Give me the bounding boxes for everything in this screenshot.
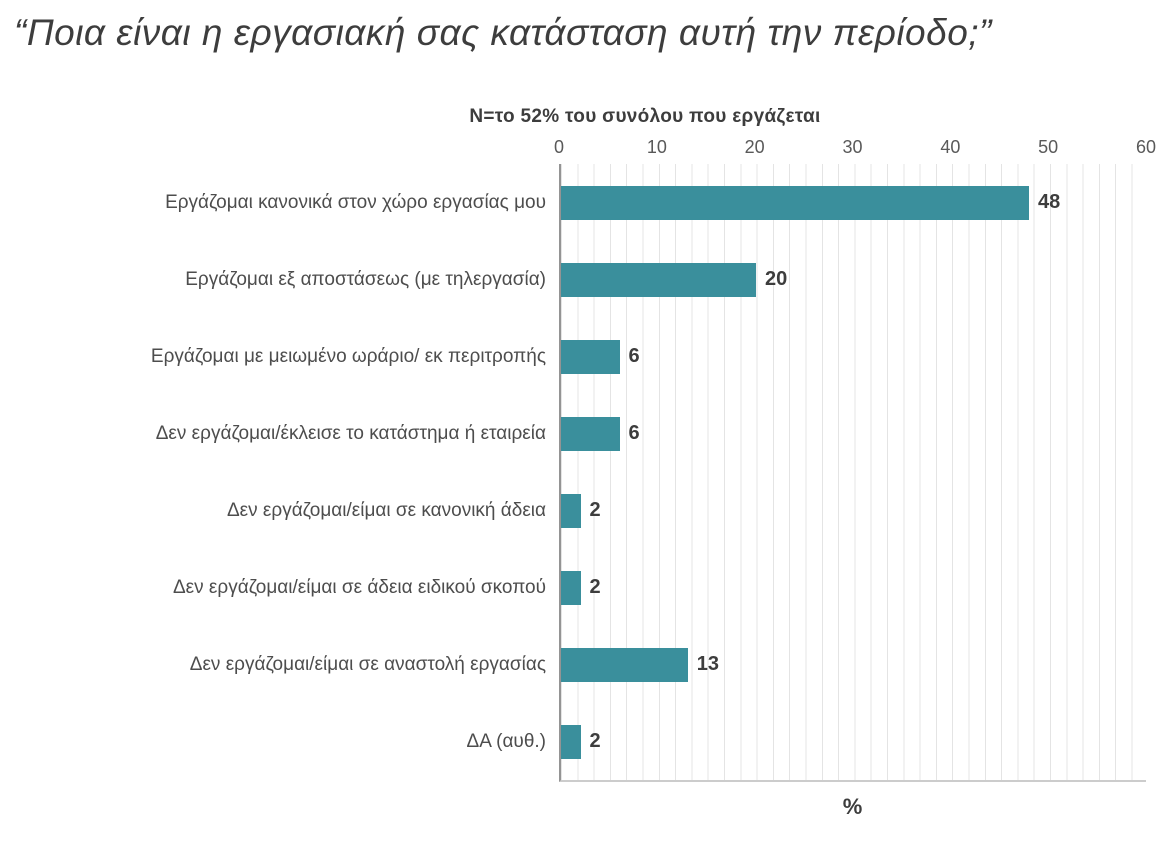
bar-row: 48 bbox=[561, 164, 1146, 241]
bar-row: 2 bbox=[561, 703, 1146, 780]
bar bbox=[561, 493, 581, 528]
bar-value-label: 2 bbox=[589, 730, 601, 752]
bar-row: 20 bbox=[561, 241, 1146, 318]
bar-value-label: 6 bbox=[628, 422, 640, 444]
bar-value-label: 2 bbox=[589, 499, 601, 521]
bar-row: 2 bbox=[561, 472, 1146, 549]
x-tick-label: 60 bbox=[1135, 137, 1157, 157]
category-label: Δεν εργάζομαι/είμαι σε άδεια ειδικού σκο… bbox=[172, 576, 546, 598]
category-label: Δεν εργάζομαι/είμαι σε κανονική άδεια bbox=[226, 499, 546, 521]
category-label: Δεν εργάζομαι/έκλεισε το κατάστημα ή ετα… bbox=[155, 422, 546, 444]
bar-row: 6 bbox=[561, 395, 1146, 472]
x-axis-title: % bbox=[842, 794, 863, 819]
bar-row: 6 bbox=[561, 318, 1146, 395]
bar bbox=[561, 570, 581, 605]
category-label: Δεν εργάζομαι/είμαι σε αναστολή εργασίας bbox=[189, 653, 546, 675]
bar-chart: 0 10 20 30 40 50 60 Εργάζομαι κανονικά στον χώ… bbox=[14, 134, 1156, 820]
bar bbox=[561, 724, 581, 759]
x-tick-label: 10 bbox=[646, 137, 667, 157]
x-tick-label: 50 bbox=[1038, 137, 1059, 157]
bar bbox=[561, 339, 620, 374]
bar-value-label: 6 bbox=[628, 345, 640, 367]
category-label: Εργάζομαι κανονικά στον χώρο εργασίας μο… bbox=[165, 191, 546, 213]
plot-area: 48 20 6 6 2 2 13 2 bbox=[559, 164, 1146, 782]
bar-row: 13 bbox=[561, 626, 1146, 703]
x-tick-label: 30 bbox=[842, 137, 863, 157]
bar-value-label: 13 bbox=[696, 653, 719, 675]
bar bbox=[561, 185, 1029, 220]
bar bbox=[561, 416, 620, 451]
x-tick-label: 20 bbox=[744, 137, 765, 157]
spacer bbox=[14, 134, 559, 164]
bar bbox=[561, 262, 756, 297]
x-tick-label: 0 bbox=[553, 137, 565, 157]
category-labels: Εργάζομαι κανονικά στον χώρο εργασίας μο… bbox=[14, 164, 559, 782]
x-axis-ticks: 0 10 20 30 40 50 60 bbox=[554, 134, 1156, 164]
bar-row: 2 bbox=[561, 549, 1146, 626]
spacer bbox=[14, 782, 559, 820]
bar-value-label: 2 bbox=[589, 576, 601, 598]
x-tick-label: 40 bbox=[940, 137, 961, 157]
bar-value-label: 48 bbox=[1038, 191, 1061, 213]
chart-title: “Ποια είναι η εργασιακή σας κατάσταση αυ… bbox=[14, 12, 992, 53]
x-axis-title-row: % bbox=[559, 782, 1146, 820]
category-label: ΔΑ (αυθ.) bbox=[466, 730, 546, 752]
bar bbox=[561, 647, 688, 682]
chart-page: “Ποια είναι η εργασιακή σας κατάσταση αυ… bbox=[0, 12, 1160, 820]
chart-subtitle: N=το 52% του συνόλου που εργάζεται bbox=[469, 106, 821, 127]
category-label: Εργάζομαι εξ αποστάσεως (με τηλεργασία) bbox=[185, 268, 546, 290]
category-label: Εργάζομαι με μειωμένο ωράριο/ εκ περιτρο… bbox=[150, 345, 546, 367]
bar-value-label: 20 bbox=[765, 268, 788, 290]
